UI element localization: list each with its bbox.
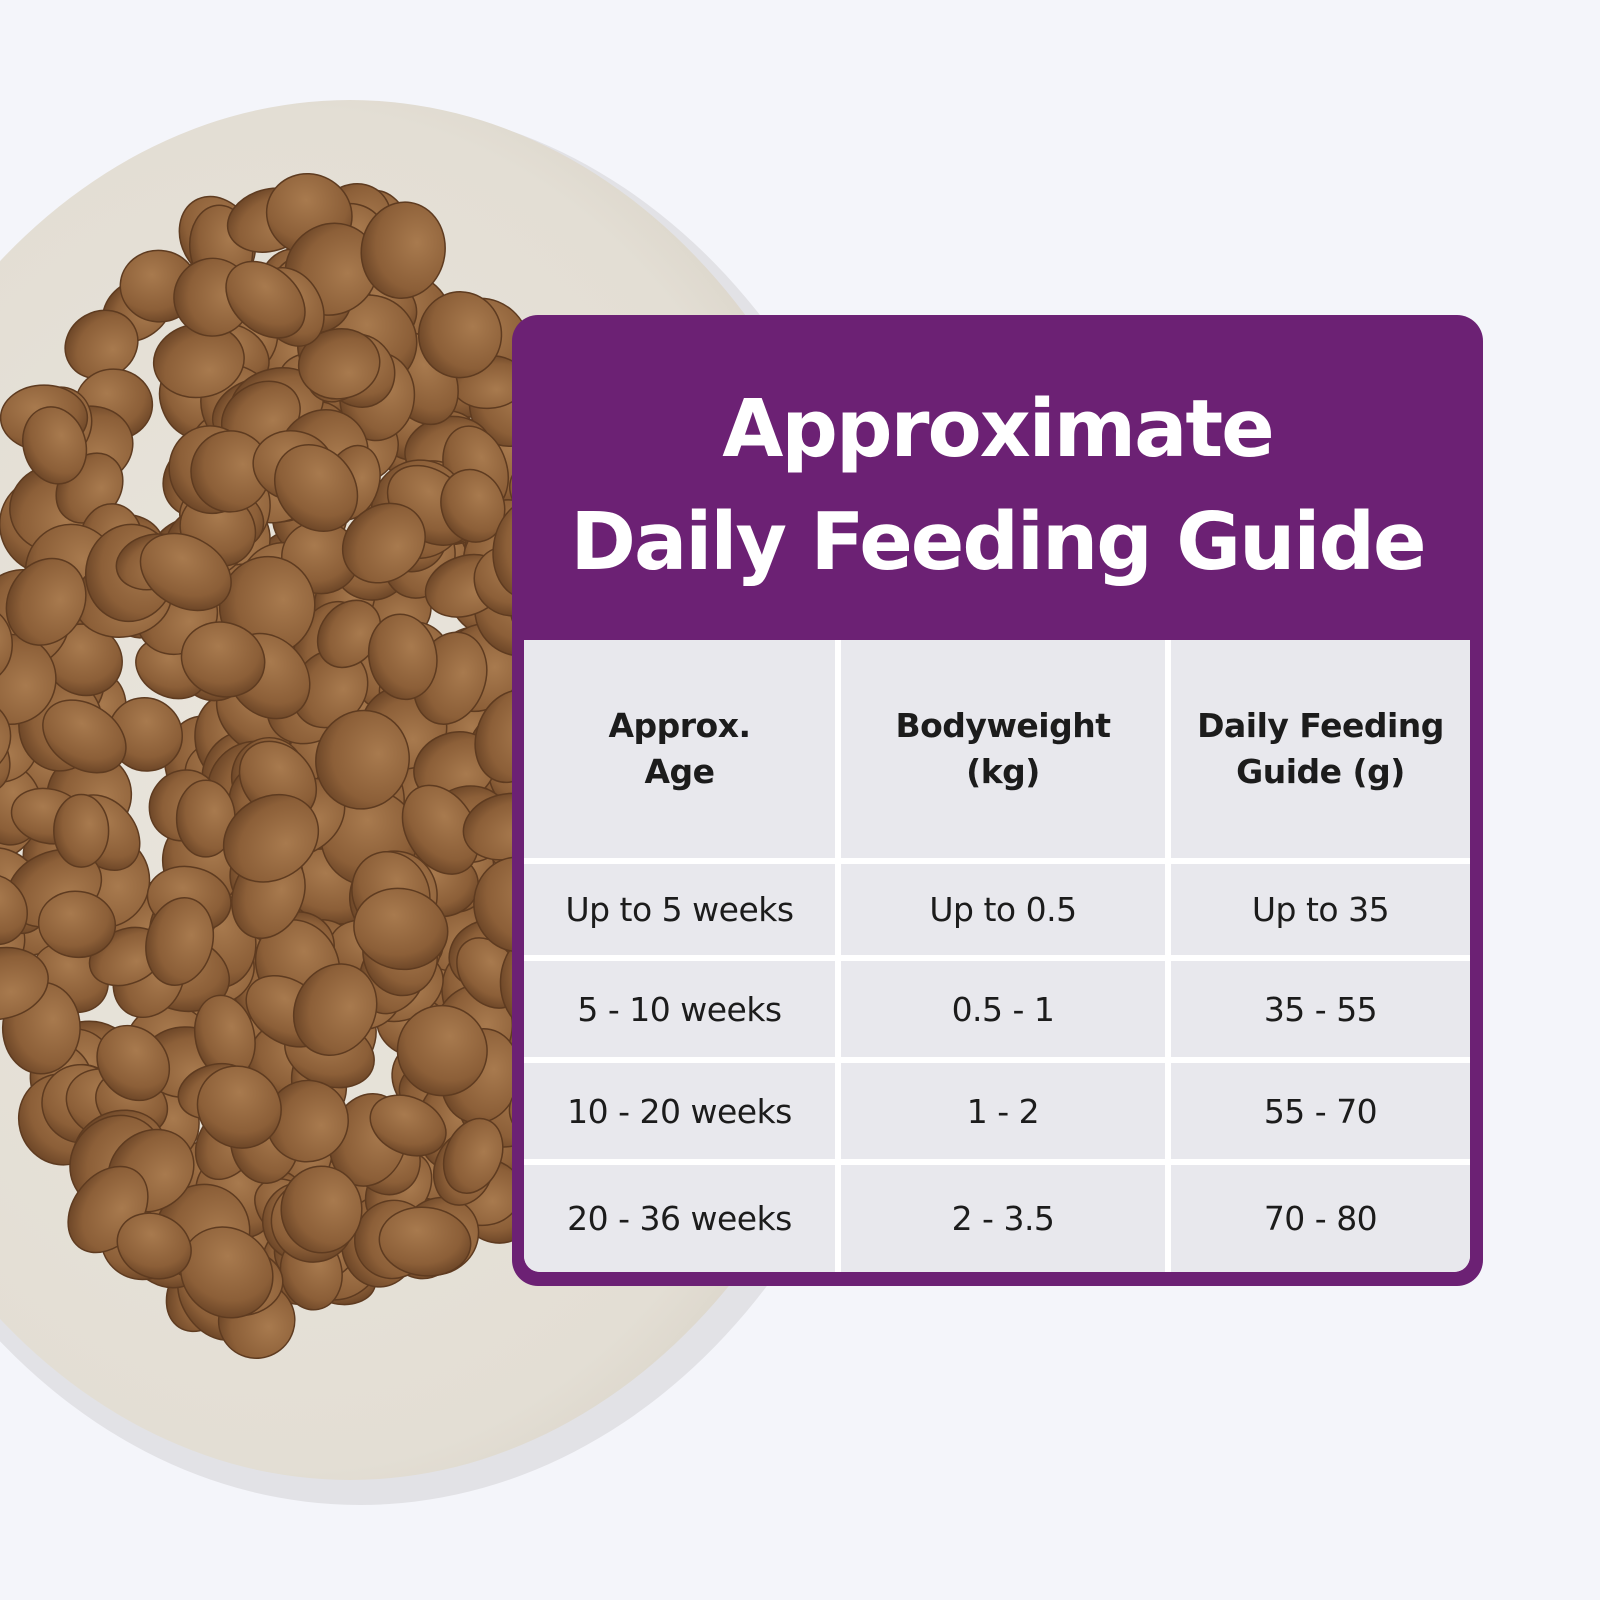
kibble-piece <box>440 468 506 543</box>
kibble-piece <box>273 443 359 533</box>
kibble-piece <box>292 963 378 1056</box>
kibble-piece <box>0 946 49 1021</box>
cell-age: Up to 5 weeks <box>524 864 841 961</box>
kibble-piece <box>145 897 215 986</box>
title-line-1: Approximate <box>722 383 1274 475</box>
kibble-piece <box>396 1004 488 1097</box>
cell-bodyweight: Up to 0.5 <box>841 864 1171 961</box>
feeding-guide-card: Approximate Daily Feeding Guide Approx. … <box>512 315 1483 1286</box>
kibble-piece <box>0 873 28 946</box>
header-bodyweight-line-2: (kg) <box>966 752 1040 791</box>
kibble-piece <box>53 793 110 868</box>
feeding-table: Approx. Age Bodyweight (kg) Daily Feedin… <box>524 640 1470 1272</box>
table-row: 5 - 10 weeks 0.5 - 1 35 - 55 <box>524 961 1470 1063</box>
kibble-piece <box>401 784 480 875</box>
kibble-piece <box>180 621 266 698</box>
header-feeding-guide: Daily Feeding Guide (g) <box>1171 640 1470 864</box>
kibble-piece <box>42 699 127 774</box>
cell-age: 5 - 10 weeks <box>524 961 841 1063</box>
kibble-piece <box>367 613 438 701</box>
cell-bodyweight: 2 - 3.5 <box>841 1165 1171 1272</box>
header-bodyweight: Bodyweight (kg) <box>841 640 1171 864</box>
header-age-line-1: Approx. <box>608 706 751 745</box>
cell-bodyweight: 1 - 2 <box>841 1063 1171 1165</box>
header-age: Approx. Age <box>524 640 841 864</box>
table-row: Up to 5 weeks Up to 0.5 Up to 35 <box>524 864 1470 961</box>
header-feeding-guide-line-1: Daily Feeding <box>1197 706 1444 745</box>
header-feeding-guide-line-2: Guide (g) <box>1236 752 1405 791</box>
guide-title: Approximate Daily Feeding Guide <box>512 373 1483 599</box>
cell-feeding-amount: 70 - 80 <box>1171 1165 1470 1272</box>
kibble-piece <box>0 607 13 683</box>
header-age-line-2: Age <box>644 752 715 791</box>
kibble-piece <box>353 887 449 971</box>
kibble-piece <box>0 633 57 726</box>
table-row: 10 - 20 weeks 1 - 2 55 - 70 <box>524 1063 1470 1165</box>
kibble-piece <box>116 1212 192 1280</box>
table-row: 20 - 36 weeks 2 - 3.5 70 - 80 <box>524 1165 1470 1272</box>
cell-feeding-amount: 55 - 70 <box>1171 1063 1470 1165</box>
kibble-piece <box>265 1079 349 1163</box>
cell-age: 20 - 36 weeks <box>524 1165 841 1272</box>
kibble-piece <box>139 532 232 612</box>
kibble-piece <box>22 406 88 485</box>
kibble-piece <box>96 1024 171 1102</box>
kibble-piece <box>378 1206 472 1277</box>
kibble-piece <box>297 327 381 400</box>
kibble-piece <box>225 260 306 339</box>
kibble-piece <box>222 793 320 883</box>
cell-age: 10 - 20 weeks <box>524 1063 841 1165</box>
table-header-row: Approx. Age Bodyweight (kg) Daily Feedin… <box>524 640 1470 864</box>
kibble-piece <box>37 890 117 959</box>
header-bodyweight-line-1: Bodyweight <box>895 706 1111 745</box>
kibble-piece <box>360 201 446 300</box>
kibble-piece <box>5 557 87 646</box>
kibble-piece <box>369 1094 447 1157</box>
kibble-piece <box>196 1065 282 1149</box>
kibble-piece <box>442 1117 504 1194</box>
kibble-piece <box>315 709 410 810</box>
kibble-piece <box>341 502 426 584</box>
cell-feeding-amount: Up to 35 <box>1171 864 1470 961</box>
kibble-piece <box>0 698 12 778</box>
cell-feeding-amount: 35 - 55 <box>1171 961 1470 1063</box>
cell-bodyweight: 0.5 - 1 <box>841 961 1171 1063</box>
kibble-piece <box>417 291 503 379</box>
title-line-2: Daily Feeding Guide <box>570 496 1426 588</box>
kibble-piece <box>280 1165 363 1254</box>
